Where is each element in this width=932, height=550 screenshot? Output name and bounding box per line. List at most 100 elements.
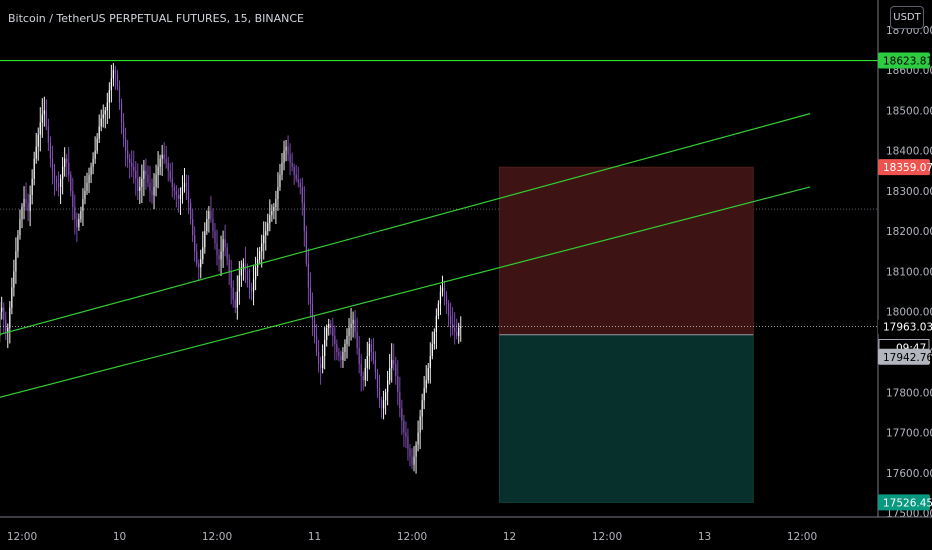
candle — [92, 152, 94, 175]
x-tick-label: 12 — [503, 531, 516, 543]
candle — [322, 344, 324, 374]
candle — [445, 291, 448, 314]
candle — [116, 69, 119, 91]
candle — [122, 113, 125, 148]
candle — [29, 185, 31, 227]
candle — [384, 388, 387, 415]
candle — [425, 365, 427, 393]
candle — [340, 350, 342, 368]
candle — [277, 172, 279, 211]
candle — [354, 310, 356, 339]
candle — [102, 104, 104, 128]
candle — [417, 420, 419, 452]
candle — [151, 178, 153, 204]
candle — [161, 144, 163, 176]
x-tick-label: 11 — [308, 531, 321, 543]
candle — [155, 164, 157, 197]
candle — [220, 235, 222, 276]
candle — [460, 316, 462, 342]
candle — [263, 221, 265, 260]
candle — [214, 223, 216, 250]
candle — [295, 165, 297, 183]
candle — [413, 446, 415, 472]
candle — [311, 292, 314, 336]
candle — [393, 343, 395, 371]
channel-line-1[interactable] — [0, 113, 811, 344]
candle — [319, 356, 322, 385]
candle — [70, 171, 72, 197]
candle — [399, 376, 401, 418]
candle — [259, 246, 261, 265]
candle — [196, 243, 198, 268]
candle — [271, 204, 273, 222]
candle — [177, 188, 180, 213]
candle — [23, 186, 25, 220]
svg-text:17942.76: 17942.76 — [883, 352, 932, 364]
candle — [407, 428, 409, 461]
candle — [242, 258, 245, 281]
candle — [98, 114, 100, 144]
candle — [55, 175, 58, 192]
y-tick-label: 18300.00 — [886, 186, 932, 198]
candle — [261, 234, 263, 268]
current-price-badge: 17963.03 — [878, 318, 932, 335]
candle — [159, 154, 161, 176]
candle — [149, 165, 151, 202]
candle — [141, 164, 143, 204]
candle — [94, 136, 96, 164]
candle — [210, 195, 212, 223]
candle — [291, 152, 293, 172]
position-zones — [498, 166, 754, 503]
candle — [53, 163, 56, 196]
candle — [305, 225, 307, 267]
candle — [421, 393, 423, 430]
candle — [143, 159, 145, 197]
candle — [202, 231, 204, 265]
stop-loss-zone[interactable] — [498, 166, 754, 336]
candle — [74, 194, 76, 235]
x-tick-label: 12:00 — [202, 531, 232, 543]
candle — [222, 230, 224, 268]
candle — [86, 172, 88, 195]
candle — [435, 308, 437, 350]
candle — [283, 140, 285, 171]
currency-unit-button[interactable]: USDT — [890, 6, 924, 29]
candle — [198, 259, 200, 282]
candle — [181, 175, 184, 204]
candle — [135, 161, 137, 196]
candle — [167, 156, 169, 182]
candle — [1, 296, 3, 320]
candle — [35, 132, 37, 164]
candle — [372, 338, 375, 365]
candle — [17, 230, 19, 258]
candle — [43, 96, 45, 127]
candle — [78, 213, 80, 231]
x-tick-label: 12:00 — [7, 531, 37, 543]
candle — [88, 167, 90, 193]
candle — [238, 261, 240, 305]
candle — [254, 256, 257, 291]
candle — [257, 247, 259, 277]
y-axis[interactable]: 17500.0017600.0017700.0017800.0017900.00… — [877, 0, 932, 520]
x-axis[interactable]: 12:00 10 12:00 11 12:00 12 12:00 13 12:00 — [0, 516, 932, 543]
candle — [244, 246, 247, 284]
candle — [395, 356, 397, 385]
price-badges: 18623.8118359.0717963.0309:4717942.76175… — [878, 52, 932, 511]
candle — [232, 280, 234, 308]
candle — [265, 221, 267, 251]
candle — [433, 328, 435, 350]
candle — [289, 143, 291, 176]
candle — [64, 147, 66, 177]
candle — [5, 311, 7, 341]
channel-line-2[interactable] — [0, 186, 811, 406]
x-tick-label: 10 — [113, 531, 126, 543]
candle — [27, 193, 29, 222]
candle — [287, 135, 289, 161]
candle — [328, 318, 330, 336]
candle — [324, 327, 326, 370]
candle — [39, 107, 41, 152]
take-profit-zone[interactable] — [498, 334, 754, 503]
candle — [456, 318, 458, 340]
